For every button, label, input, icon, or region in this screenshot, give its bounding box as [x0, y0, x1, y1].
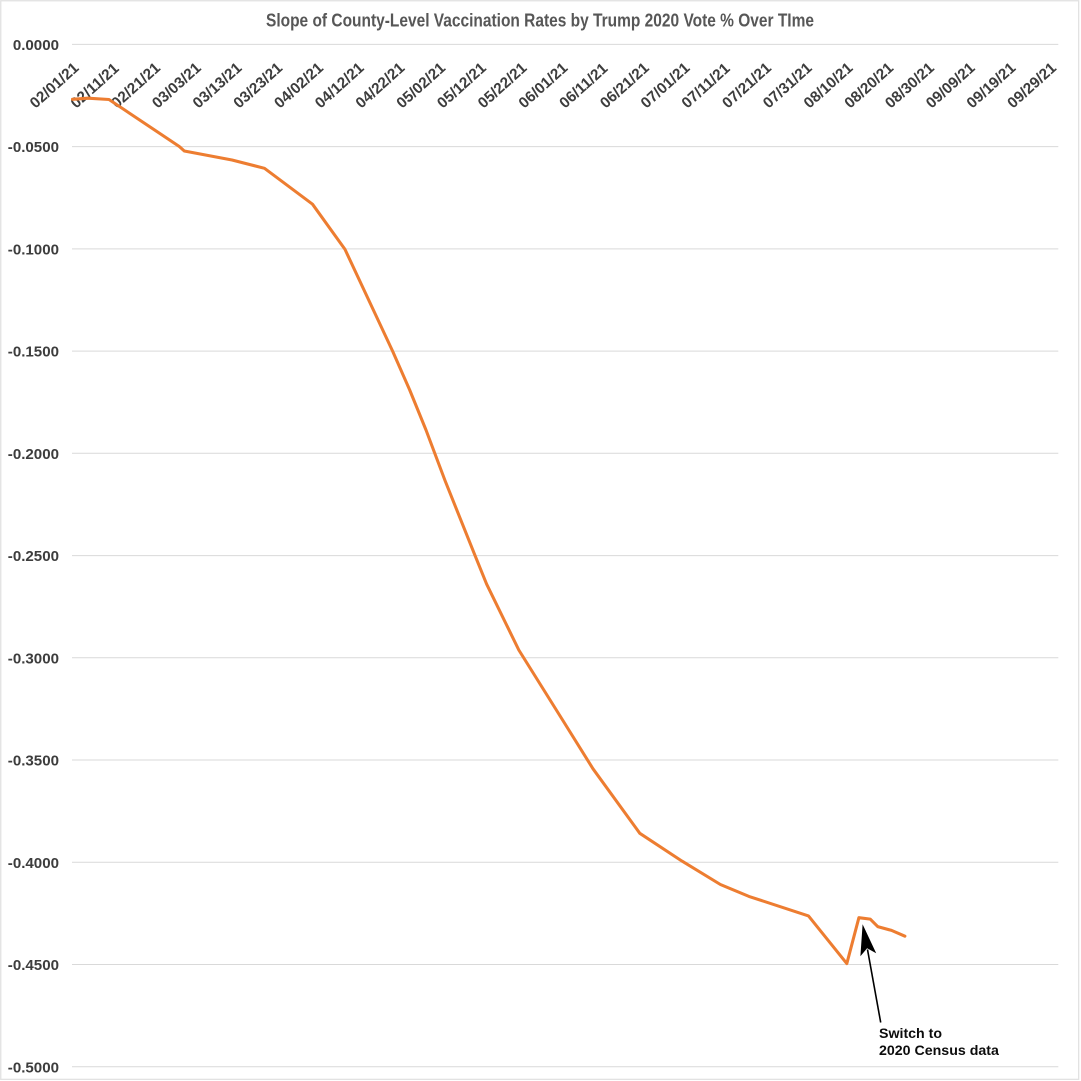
- svg-text:-0.3000: -0.3000: [8, 650, 59, 667]
- svg-text:Slope of County-Level Vaccinat: Slope of County-Level Vaccination Rates …: [266, 10, 814, 30]
- svg-text:0.0000: 0.0000: [13, 37, 59, 54]
- svg-text:-0.4500: -0.4500: [8, 957, 59, 974]
- svg-text:-0.5000: -0.5000: [8, 1059, 59, 1076]
- svg-text:-0.2000: -0.2000: [8, 446, 59, 463]
- svg-text:-0.3500: -0.3500: [8, 753, 59, 770]
- svg-text:-0.4000: -0.4000: [8, 855, 59, 872]
- svg-text:-0.0500: -0.0500: [8, 139, 59, 156]
- svg-text:-0.1000: -0.1000: [8, 242, 59, 259]
- svg-text:2020 Census data: 2020 Census data: [879, 1043, 999, 1059]
- svg-text:Switch to: Switch to: [879, 1026, 942, 1042]
- svg-text:-0.2500: -0.2500: [8, 548, 59, 565]
- svg-text:-0.1500: -0.1500: [8, 344, 59, 361]
